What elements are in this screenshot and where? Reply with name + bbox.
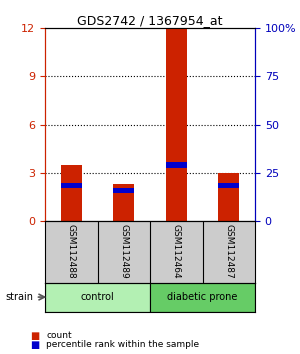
Text: count: count <box>46 331 72 340</box>
Bar <box>166 162 187 167</box>
Text: GSM112487: GSM112487 <box>224 224 233 279</box>
Text: GSM112488: GSM112488 <box>67 224 76 279</box>
Bar <box>61 183 82 188</box>
Text: control: control <box>81 292 114 302</box>
Text: strain: strain <box>5 292 34 302</box>
Bar <box>113 184 134 221</box>
Bar <box>61 165 82 221</box>
Text: GSM112464: GSM112464 <box>172 224 181 279</box>
Text: percentile rank within the sample: percentile rank within the sample <box>46 340 200 349</box>
Bar <box>166 28 187 221</box>
Bar <box>45 282 150 312</box>
Text: diabetic prone: diabetic prone <box>167 292 238 302</box>
Title: GDS2742 / 1367954_at: GDS2742 / 1367954_at <box>77 14 223 27</box>
Bar <box>113 188 134 193</box>
Text: ■: ■ <box>30 331 39 341</box>
Bar <box>150 282 255 312</box>
Bar <box>218 173 239 221</box>
Text: ■: ■ <box>30 340 39 350</box>
Bar <box>218 183 239 188</box>
Text: GSM112489: GSM112489 <box>119 224 128 279</box>
